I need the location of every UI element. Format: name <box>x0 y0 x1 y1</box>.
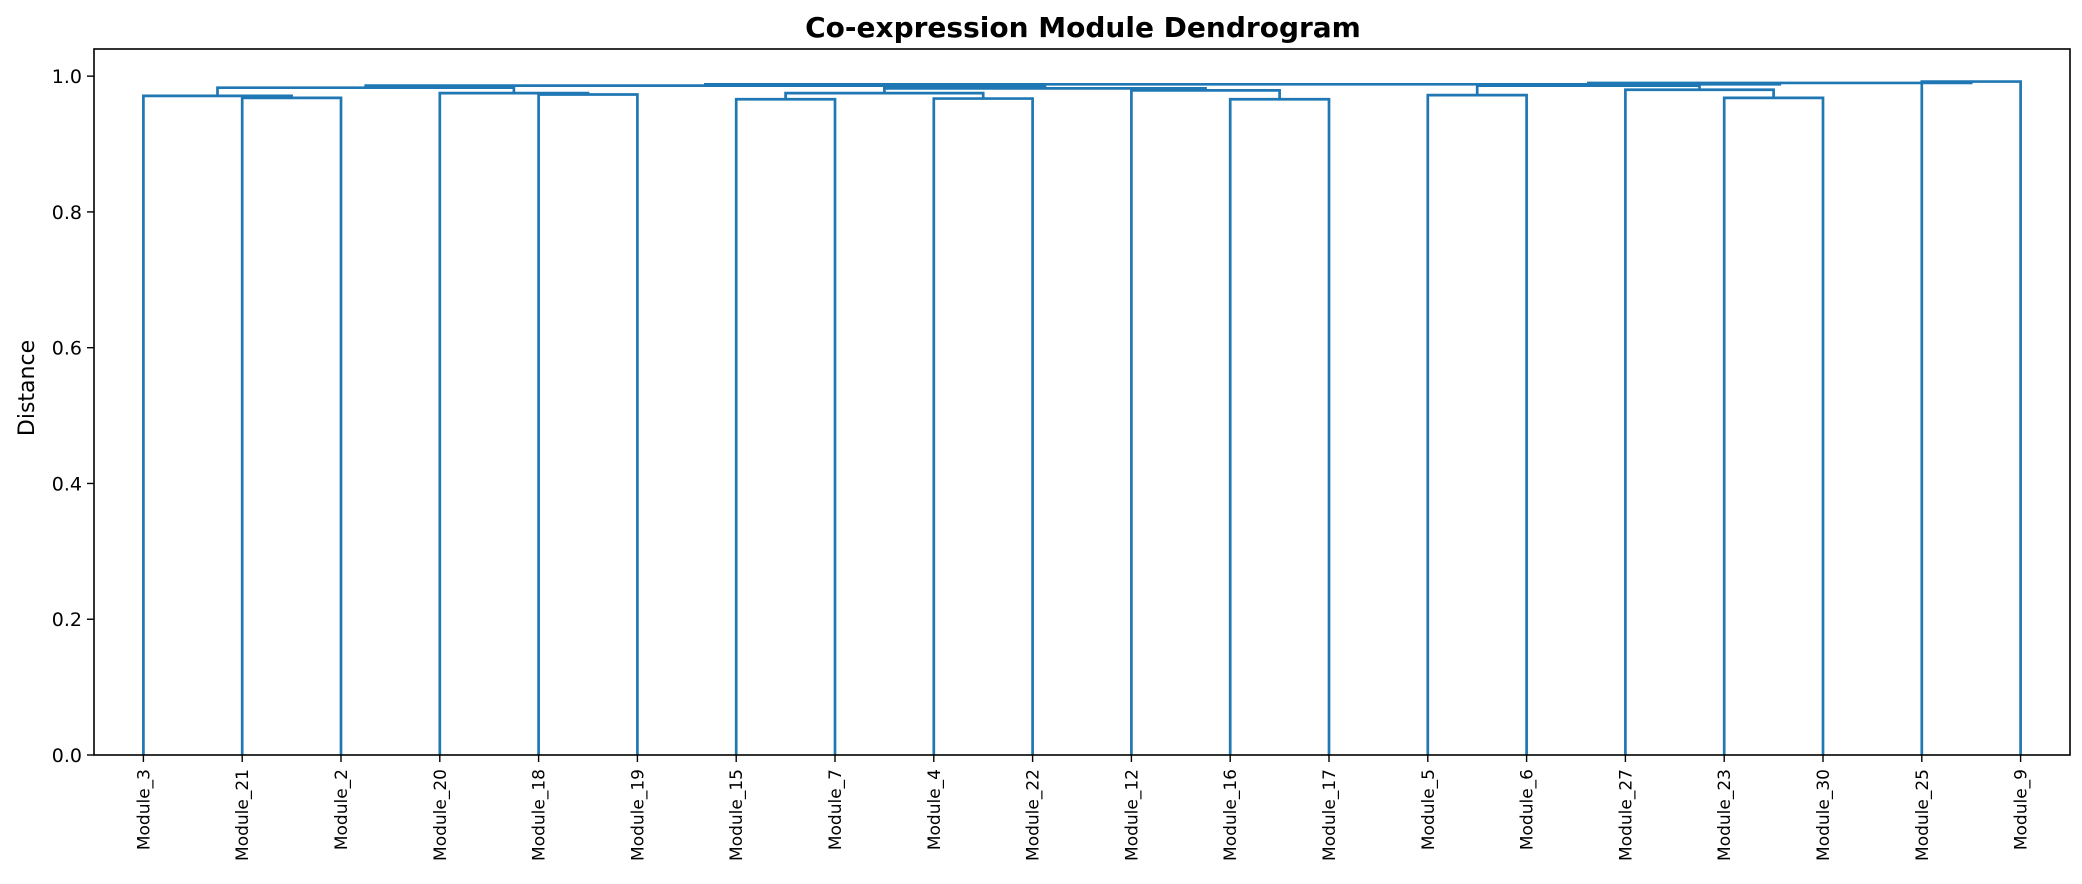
dendrogram-link <box>142 94 293 755</box>
leaf-label: Module_5 <box>1419 769 1439 850</box>
dendrogram-link <box>1722 96 1825 755</box>
dendrogram-link <box>734 97 837 755</box>
x-axis-ticks: Module_3 Module_21 Module_2 Module_20 Module… <box>134 755 2032 861</box>
leaf-label: Module_21 <box>233 769 253 861</box>
leaf-label: Module_30 <box>1814 769 1834 861</box>
plot-frame <box>93 48 2071 756</box>
dendrogram-link <box>1624 88 1775 755</box>
leaf-label: Module_18 <box>530 769 550 861</box>
leaf-label: Module_17 <box>1320 769 1340 861</box>
y-tick-label: 0.6 <box>52 338 82 360</box>
dendrogram-link <box>1920 80 2022 755</box>
y-tick-label: 0.8 <box>52 202 82 224</box>
leaf-label: Module_19 <box>628 769 648 861</box>
leaf-label: Module_2 <box>332 769 352 850</box>
leaf-label: Module_7 <box>826 769 846 850</box>
dendrogram-link <box>1228 97 1331 755</box>
leaf-label: Module_20 <box>431 769 451 861</box>
y-tick-label: 0.4 <box>52 473 82 495</box>
leaf-label: Module_3 <box>134 769 154 850</box>
leaf-label: Module_27 <box>1616 769 1636 861</box>
y-axis-ticks: 0.0 0.2 0.4 0.6 0.8 1.0 <box>52 66 94 767</box>
leaf-label: Module_6 <box>1518 769 1538 850</box>
dendrogram-link <box>438 91 590 755</box>
dendrogram-link <box>1130 89 1281 755</box>
y-tick-label: 0.2 <box>52 609 82 631</box>
dendrogram-link <box>703 82 1782 86</box>
leaf-label: Module_9 <box>2012 769 2032 850</box>
leaf-label: Module_22 <box>1024 769 1044 861</box>
y-tick-label: 0.0 <box>52 745 82 767</box>
dendrogram-link <box>883 87 1207 94</box>
leaf-label: Module_15 <box>727 769 747 861</box>
dendrogram-links <box>142 80 2022 755</box>
dendrogram-link <box>1426 93 1528 755</box>
y-axis-label: Distance <box>15 340 40 436</box>
dendrogram-link <box>932 97 1034 755</box>
dendrogram-link <box>364 84 1047 89</box>
leaf-label: Module_25 <box>1913 769 1933 861</box>
leaf-label: Module_4 <box>925 769 945 850</box>
chart-title: Co-expression Module Dendrogram <box>805 11 1361 44</box>
dendrogram-link <box>537 93 639 755</box>
dendrogram-link <box>240 96 343 755</box>
leaf-label: Module_23 <box>1715 769 1735 861</box>
dendrogram-link <box>1475 84 1701 96</box>
leaf-label: Module_16 <box>1221 769 1241 861</box>
y-tick-label: 1.0 <box>52 66 82 88</box>
leaf-label: Module_12 <box>1122 769 1142 861</box>
